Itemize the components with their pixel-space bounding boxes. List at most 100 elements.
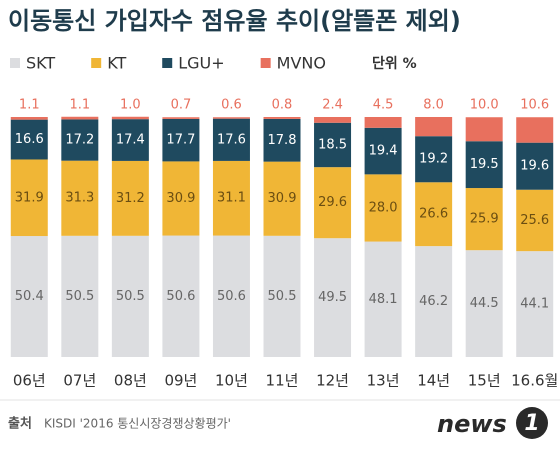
bar-segment	[263, 235, 301, 357]
bar-segment	[61, 160, 99, 236]
bar-segment	[415, 117, 453, 137]
x-tick-label: 13년	[367, 372, 400, 390]
value-label: 17.6	[217, 132, 246, 147]
x-tick-label: 14년	[417, 372, 450, 390]
value-label: 17.7	[166, 133, 195, 148]
value-label: 2.4	[322, 98, 343, 113]
source-text: KISDI '2016 통신시장경쟁상황평가'	[44, 417, 231, 431]
legend-label: LGU+	[178, 54, 224, 73]
x-tick-label: 08년	[114, 372, 147, 390]
value-label: 50.6	[217, 289, 246, 304]
value-label: 8.0	[423, 98, 444, 113]
bar-segment	[314, 117, 352, 123]
bar-segment	[314, 238, 352, 357]
legend-swatch	[260, 58, 271, 68]
bar-segment	[111, 119, 149, 161]
value-label: 0.8	[272, 98, 293, 113]
value-label: 19.6	[520, 159, 549, 174]
x-tick-label: 12년	[316, 372, 349, 390]
bar-segment	[364, 127, 402, 175]
value-label: 50.5	[65, 289, 94, 304]
value-label: 46.2	[419, 294, 448, 309]
bar-segment	[364, 241, 402, 357]
x-tick-label: 11년	[266, 372, 299, 390]
x-tick-label: 15년	[468, 372, 501, 390]
value-label: 19.2	[419, 152, 448, 167]
x-tick-label: 09년	[164, 372, 197, 390]
value-label: 48.1	[369, 292, 398, 307]
bar-segment	[263, 118, 301, 162]
x-tick-label: 16.6월	[511, 372, 558, 390]
value-label: 50.5	[268, 289, 297, 304]
value-label: 50.6	[166, 289, 195, 304]
bar-segment	[263, 117, 301, 119]
bar-segment	[263, 161, 301, 236]
x-tick-label: 10년	[215, 372, 248, 390]
bar-segment	[465, 117, 503, 142]
legend-label: MVNO	[277, 54, 326, 73]
bar-segment	[516, 251, 554, 357]
value-label: 10.0	[470, 98, 499, 113]
value-label: 49.5	[318, 290, 347, 305]
bar-segment	[415, 246, 453, 357]
value-label: 1.0	[120, 97, 141, 112]
bar-segment	[10, 159, 48, 237]
bar-segment	[314, 122, 352, 168]
value-label: 31.1	[217, 191, 246, 206]
value-label: 31.2	[116, 191, 145, 206]
value-label: 4.5	[373, 98, 394, 113]
bar-segment	[61, 235, 99, 357]
bar-segment	[465, 250, 503, 357]
value-label: 25.6	[520, 213, 549, 228]
chart-title: 이동통신 가입자수 점유율 추이(알뜰폰 제외)	[8, 7, 461, 35]
bar-segment	[415, 182, 453, 247]
bar-segment	[364, 117, 402, 128]
bar-segment	[516, 189, 554, 252]
value-label: 1.1	[69, 97, 90, 112]
value-label: 31.3	[65, 191, 94, 206]
value-label: 30.9	[166, 191, 195, 206]
legend-swatch	[91, 58, 102, 68]
value-label: 50.4	[15, 289, 44, 304]
value-label: 1.1	[19, 98, 40, 113]
bar-segment	[516, 142, 554, 190]
value-label: 18.5	[318, 137, 347, 152]
bar-segment	[364, 174, 402, 242]
bar-segment	[111, 160, 149, 236]
legend-label: KT	[107, 54, 126, 73]
value-label: 16.6	[15, 132, 44, 147]
value-label: 0.6	[221, 98, 242, 113]
bar-segment	[465, 188, 503, 251]
value-label: 0.7	[171, 98, 192, 113]
unit-label: 단위 %	[372, 55, 417, 72]
value-label: 30.9	[268, 191, 297, 206]
legend-label: SKT	[26, 54, 55, 73]
bar-segment	[162, 161, 200, 236]
value-label: 17.4	[116, 133, 145, 148]
source-label: 출처	[8, 416, 32, 432]
legend-swatch	[162, 58, 173, 68]
logo-number: 1	[524, 411, 539, 436]
bar-segment	[162, 117, 200, 119]
bar-segment	[10, 117, 48, 120]
value-label: 19.4	[369, 144, 398, 159]
value-label: 28.0	[369, 200, 398, 215]
value-label: 19.5	[470, 157, 499, 172]
value-label: 31.9	[15, 190, 44, 205]
bar-segment	[10, 119, 48, 160]
bar-segment	[162, 118, 200, 162]
value-label: 17.8	[268, 133, 297, 148]
bar-segment	[10, 236, 48, 357]
bar-segment	[111, 116, 149, 120]
bar-segment	[212, 160, 250, 236]
value-label: 50.5	[116, 289, 145, 304]
bar-segment	[61, 116, 99, 120]
value-label: 44.1	[520, 297, 549, 312]
value-label: 44.5	[470, 296, 499, 311]
logo-word: news	[437, 410, 507, 438]
value-label: 25.9	[470, 212, 499, 227]
bar-segment	[415, 136, 453, 183]
value-label: 10.6	[520, 98, 549, 113]
bar-segment	[212, 117, 250, 119]
